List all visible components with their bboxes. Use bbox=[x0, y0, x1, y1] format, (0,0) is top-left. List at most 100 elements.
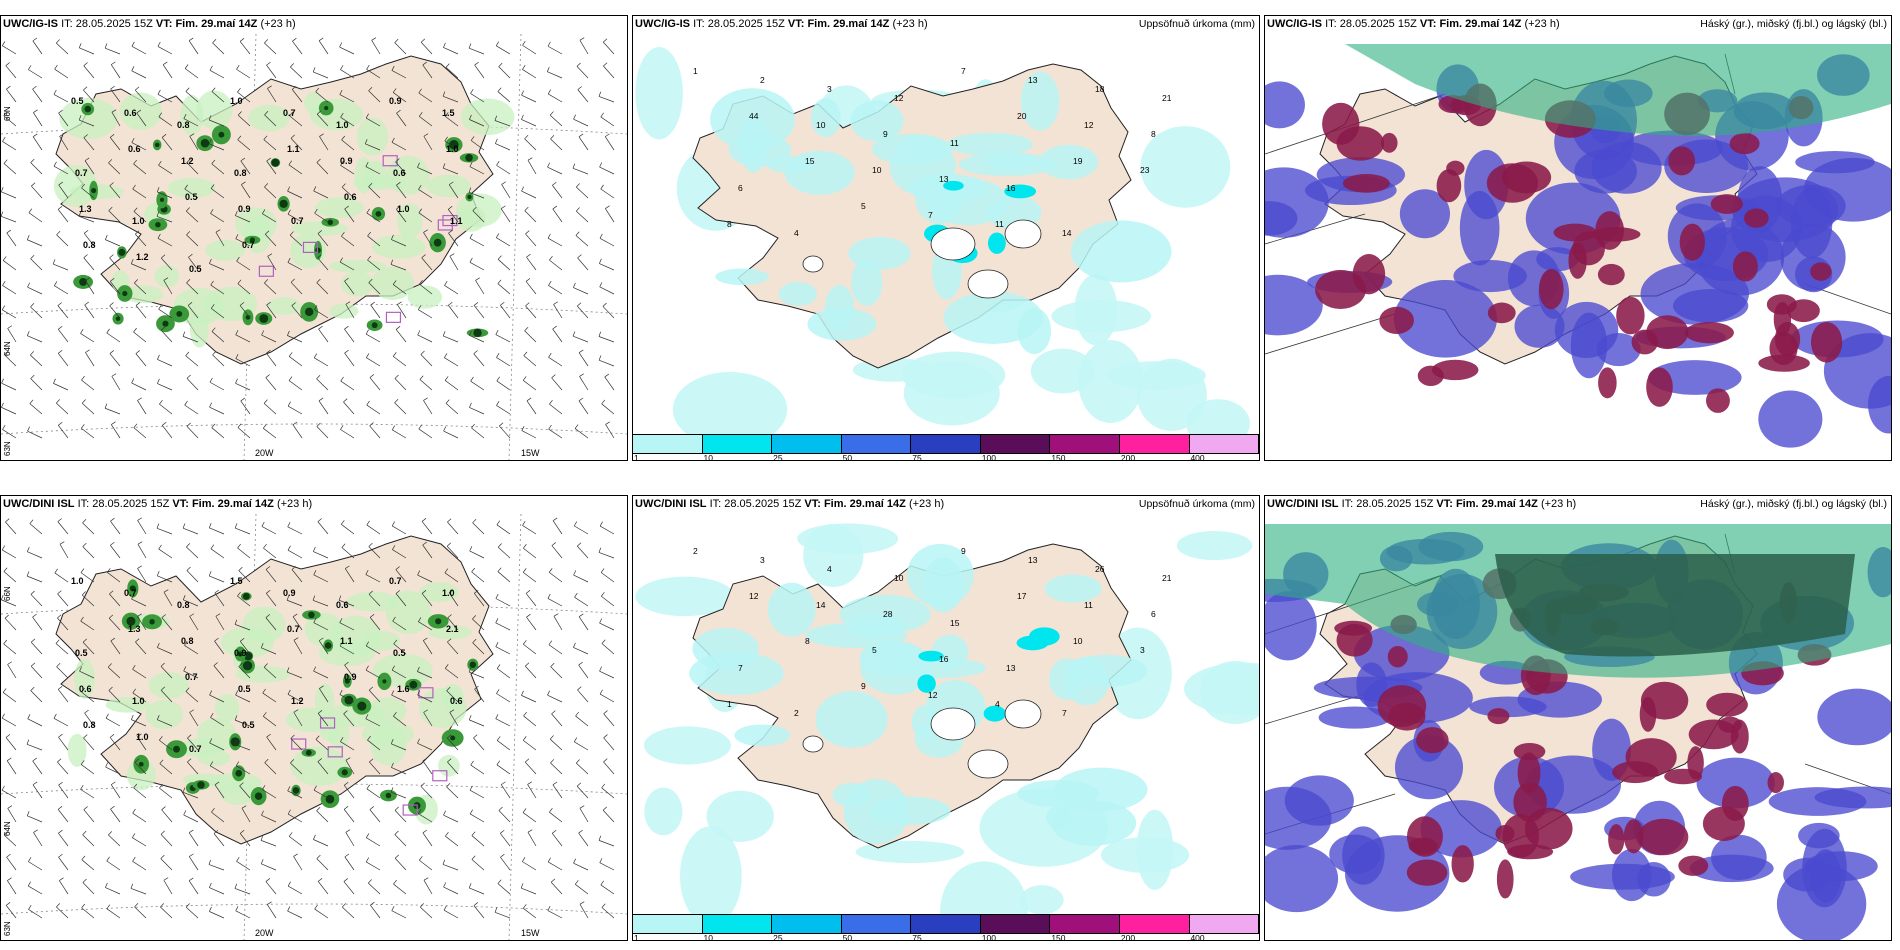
wind-barb bbox=[417, 742, 433, 751]
wind-barb-flag bbox=[419, 375, 424, 380]
wind-barb bbox=[57, 617, 69, 631]
wind-barb bbox=[550, 138, 563, 151]
wind-barb-flag bbox=[2, 281, 6, 286]
cloud-low bbox=[1487, 302, 1516, 324]
wind-barb bbox=[417, 671, 433, 679]
wind-barb-flag bbox=[344, 661, 349, 666]
wind-barb bbox=[187, 761, 199, 775]
wind-barb-flag bbox=[287, 545, 291, 551]
wind-barb bbox=[3, 571, 17, 583]
wind-barb bbox=[159, 403, 173, 415]
wind-barb bbox=[159, 787, 173, 799]
cloud-mid bbox=[1574, 149, 1637, 194]
wind-barb bbox=[313, 789, 329, 799]
wind-barb-flag bbox=[292, 421, 298, 426]
precip-core bbox=[126, 616, 136, 626]
wind-barb bbox=[290, 762, 303, 775]
wind-barb-flag bbox=[80, 568, 85, 573]
map-svg: 0.50.60.81.00.71.00.91.50.70.61.20.81.10… bbox=[1, 34, 627, 460]
wind-barb-flag bbox=[418, 88, 422, 94]
wind-barb bbox=[421, 521, 433, 535]
wind-barb-flag bbox=[313, 546, 316, 552]
wind-barb-flag bbox=[54, 281, 58, 286]
colorbar-swatch bbox=[772, 915, 842, 933]
wind-barb bbox=[499, 833, 511, 847]
precip-core bbox=[271, 158, 280, 167]
precip-wash bbox=[679, 826, 742, 914]
wind-barb bbox=[186, 162, 199, 175]
wind-barb bbox=[369, 377, 381, 391]
precip-amount: 17 bbox=[1017, 591, 1027, 601]
precip-amount: 15 bbox=[805, 156, 815, 166]
wind-barb-flag bbox=[188, 37, 194, 41]
wind-barb-flag bbox=[27, 282, 30, 288]
wind-barb bbox=[110, 808, 121, 823]
wind-barb bbox=[184, 188, 199, 199]
wind-barb bbox=[240, 160, 251, 175]
wind-barb-flag bbox=[552, 781, 558, 786]
wind-barb-flag bbox=[599, 162, 603, 168]
wind-barb-flag bbox=[188, 877, 194, 881]
wind-barb bbox=[235, 215, 251, 223]
wind-barb bbox=[1, 215, 17, 223]
wind-barb bbox=[53, 263, 69, 271]
wind-barb bbox=[1, 407, 17, 415]
wind-barb bbox=[186, 378, 199, 391]
wind-barb-flag bbox=[341, 232, 345, 237]
precip-value: 0.8 bbox=[234, 168, 247, 178]
wind-barb-flag bbox=[526, 613, 531, 618]
wind-barb-flag bbox=[134, 86, 140, 91]
wind-barb bbox=[469, 789, 485, 799]
precip-wash bbox=[1184, 662, 1259, 716]
wind-barb-flag bbox=[235, 761, 240, 767]
wind-barb-flag bbox=[209, 377, 213, 383]
wind-barb bbox=[391, 70, 407, 79]
wind-barb bbox=[27, 335, 43, 343]
wind-barb-flag bbox=[605, 421, 610, 425]
panel-title-right: Uppsöfnuð úrkoma (mm) bbox=[1138, 498, 1255, 510]
wind-barb-flag bbox=[105, 234, 108, 240]
wind-barb bbox=[574, 428, 589, 439]
precip-amount: 26 bbox=[1095, 564, 1105, 574]
wind-barb bbox=[237, 595, 251, 607]
precip-light bbox=[427, 625, 473, 640]
wind-barb-flag bbox=[548, 640, 553, 645]
wind-barb bbox=[158, 548, 173, 559]
wind-barb bbox=[316, 810, 329, 823]
wind-barb bbox=[210, 765, 225, 775]
wind-barb bbox=[131, 46, 147, 55]
wind-barb-flag bbox=[161, 614, 166, 618]
wind-barb bbox=[548, 93, 563, 103]
wind-barb-flag bbox=[235, 234, 239, 239]
wind-barb bbox=[157, 191, 173, 199]
wind-barb bbox=[81, 187, 95, 199]
wind-barb bbox=[28, 861, 43, 871]
wind-barb-flag bbox=[287, 209, 291, 215]
wind-barb bbox=[553, 304, 563, 319]
cloud-mid bbox=[1265, 274, 1323, 336]
wind-barb-flag bbox=[317, 518, 322, 522]
wind-barb-flag bbox=[549, 808, 553, 813]
wind-barb-flag bbox=[522, 65, 526, 70]
wind-barb-flag bbox=[598, 91, 602, 97]
wind-barb-flag bbox=[313, 618, 317, 623]
wind-barb bbox=[496, 357, 511, 367]
wind-barb-flag bbox=[468, 715, 472, 721]
wind-barb bbox=[79, 47, 95, 55]
wind-barb bbox=[59, 880, 69, 895]
wind-barb bbox=[447, 209, 459, 223]
wind-barb bbox=[368, 689, 381, 703]
wind-barb-flag bbox=[81, 183, 85, 189]
precip-light bbox=[189, 311, 209, 348]
precip-amount: 14 bbox=[816, 600, 826, 610]
wind-barb-flag bbox=[475, 277, 480, 281]
wind-barb-flag bbox=[291, 302, 296, 306]
wind-barb bbox=[261, 526, 277, 535]
wind-barb-flag bbox=[521, 690, 524, 696]
wind-barb-flag bbox=[497, 543, 502, 548]
wind-barb bbox=[495, 143, 511, 151]
wind-barb-flag bbox=[7, 325, 13, 329]
wind-barb bbox=[551, 833, 563, 847]
precip-value: 0.7 bbox=[189, 744, 202, 754]
wind-barb bbox=[497, 259, 511, 271]
